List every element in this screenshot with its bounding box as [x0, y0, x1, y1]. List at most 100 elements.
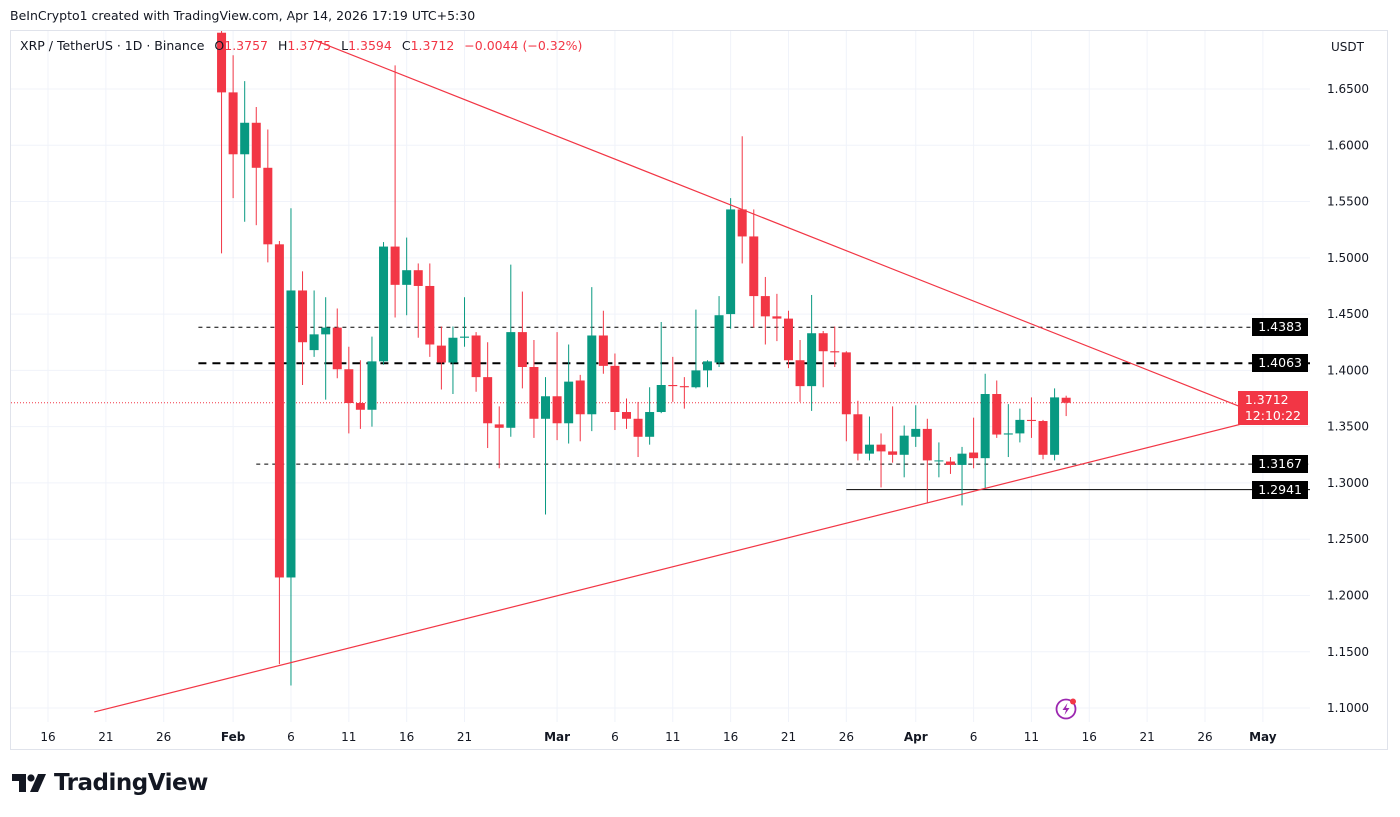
price-tick-label: 1.5500: [1327, 195, 1369, 209]
candle-body-down: [575, 380, 585, 415]
candle-body-down: [552, 396, 562, 424]
price-tick-label: 1.1000: [1327, 701, 1369, 715]
candle-body-down: [818, 333, 828, 352]
time-tick-label: 21: [457, 730, 472, 744]
level-price-badge: 1.2941: [1252, 480, 1308, 499]
change-value: −0.0044 (−0.32%): [464, 38, 583, 53]
candle-body-down: [425, 285, 435, 345]
candle-body-down: [263, 167, 273, 245]
candle-body-down: [969, 452, 979, 459]
time-tick-label: Feb: [221, 730, 246, 744]
candle-body-down: [1061, 397, 1071, 403]
candle-body-down: [622, 412, 631, 419]
current-price-value: 1.3712: [1244, 392, 1289, 407]
high-label: H: [277, 38, 288, 53]
symbol-title[interactable]: XRP / TetherUS · 1D · Binance: [20, 38, 205, 53]
trendline: [94, 409, 1298, 713]
candle-body-down: [298, 290, 308, 343]
candle-body-down: [355, 403, 365, 410]
candle-body-down: [992, 394, 1002, 435]
time-tick-label: 16: [399, 730, 414, 744]
time-tick-label: 21: [1140, 730, 1155, 744]
chart-frame: [10, 30, 1388, 750]
candle-body-down: [772, 316, 782, 319]
price-axis[interactable]: 1.1000 1.1500 1.2000 1.2500 1.3000 1.3500 1.40…: [1327, 82, 1369, 715]
candle-body-down: [922, 428, 932, 461]
candle-body-down: [945, 461, 955, 465]
candle-body-up: [911, 428, 921, 437]
tradingview-logo[interactable]: TradingView: [12, 770, 208, 796]
candles: [217, 31, 1071, 686]
chart-credit: BeInCrypto1 created with TradingView.com…: [10, 8, 476, 23]
candle-body-down: [679, 386, 689, 388]
price-tick-label: 1.6500: [1327, 82, 1369, 96]
price-tick-label: 1.6000: [1327, 138, 1369, 152]
candle-body-down: [413, 270, 423, 286]
candle-body-up: [864, 444, 874, 454]
price-tick-label: 1.3500: [1327, 420, 1369, 434]
tradingview-logo-icon: [12, 774, 46, 792]
bar-countdown: 12:10:22: [1244, 408, 1301, 423]
grid: [11, 31, 1310, 722]
price-tick-label: 1.2500: [1327, 532, 1369, 546]
time-axis[interactable]: 16 21 26 Feb 6 11 16 21 Mar 6 11 16 21 26 Apr 6 11 16 21 26…: [40, 730, 1276, 744]
logo-text: TradingView: [54, 770, 208, 796]
time-tick-label: 16: [723, 730, 738, 744]
candle-body-down: [841, 352, 851, 415]
candle-body-up: [645, 412, 655, 437]
high-value: 1.3775: [287, 38, 332, 53]
time-tick-label: 26: [156, 730, 171, 744]
candle-body-up: [541, 396, 551, 419]
candle-body-down: [483, 377, 493, 424]
candle-body-up: [1050, 397, 1060, 455]
candle-body-down: [668, 385, 678, 387]
candle-body-down: [529, 366, 539, 419]
candle-body-down: [217, 32, 227, 93]
candle-body-down: [610, 365, 620, 413]
candle-body-down: [749, 236, 759, 297]
candle-body-up: [587, 335, 597, 415]
level-price-badge: 1.3167: [1252, 455, 1308, 474]
time-tick-label: 6: [287, 730, 295, 744]
time-tick-label: May: [1249, 730, 1277, 744]
candle-body-up: [286, 290, 296, 578]
close-value: 1.3712: [410, 38, 455, 53]
candle-body-up: [980, 394, 990, 459]
time-tick-label: 11: [341, 730, 356, 744]
time-tick-label: 11: [1024, 730, 1039, 744]
time-tick-label: 6: [970, 730, 978, 744]
candle-body-down: [471, 335, 481, 378]
close-label: C: [401, 38, 411, 53]
candle-body-up: [321, 327, 331, 335]
price-tick-label: 1.3000: [1327, 476, 1369, 490]
candle-body-up: [448, 337, 458, 363]
candle-body-down: [390, 246, 400, 285]
open-value: 1.3757: [224, 38, 268, 53]
candle-body-down: [1038, 421, 1048, 455]
candle-body-up: [899, 435, 909, 455]
currency-unit[interactable]: USDT: [1331, 40, 1364, 54]
price-tick-label: 1.5000: [1327, 251, 1369, 265]
candle-body-down: [737, 209, 747, 237]
level-price-badge: 1.4063: [1252, 354, 1308, 373]
lightning-bolt-icon[interactable]: [1054, 696, 1078, 720]
candle-body-down: [888, 451, 898, 455]
time-tick-label: 26: [1197, 730, 1212, 744]
time-tick-label: 26: [839, 730, 854, 744]
trendlines: [94, 39, 1298, 713]
candle-body-up: [714, 315, 724, 363]
trendline: [313, 39, 1252, 412]
candle-body-up: [402, 270, 412, 285]
candle-body-down: [251, 122, 261, 168]
candle-body-down: [274, 244, 284, 578]
candle-body-down: [344, 369, 354, 404]
level-price-badge: 1.4383: [1252, 318, 1308, 337]
candle-body-up: [656, 385, 666, 413]
candle-body-down: [795, 360, 805, 387]
candle-body-up: [691, 370, 701, 388]
candle-body-up: [506, 332, 516, 428]
candle-body-down: [633, 418, 643, 437]
time-tick-label: 16: [1082, 730, 1097, 744]
candle-body-down: [853, 414, 863, 454]
